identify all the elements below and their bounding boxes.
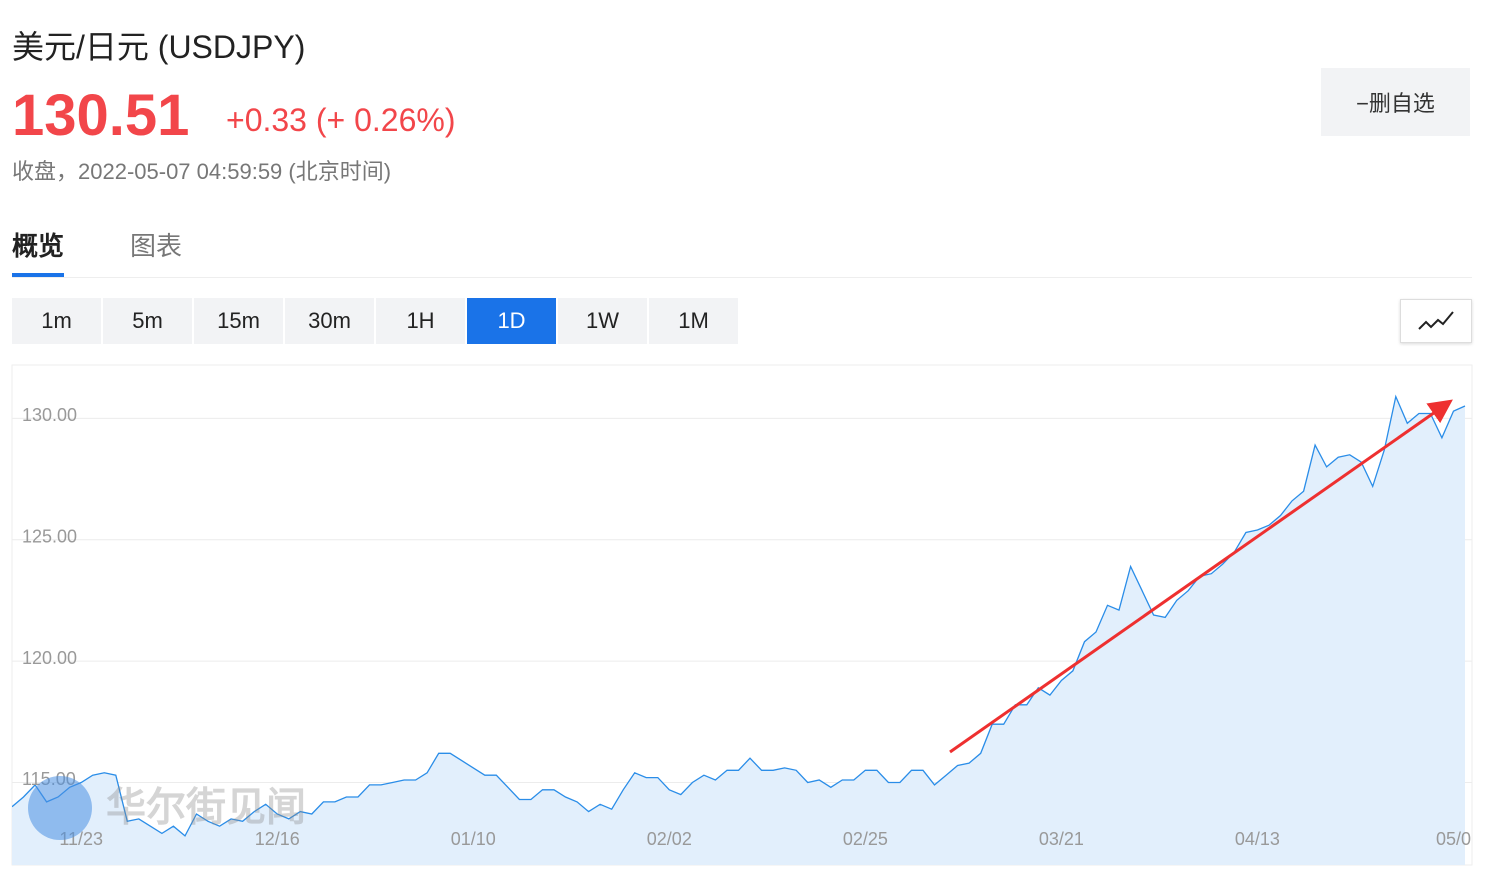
x-tick-label: 01/10: [451, 829, 496, 849]
period-button[interactable]: 1H: [376, 298, 465, 344]
watermark-logo: [28, 776, 92, 840]
period-button[interactable]: 1D: [467, 298, 556, 344]
x-tick-label: 02/02: [647, 829, 692, 849]
watermark: 华尔街见闻: [106, 786, 306, 830]
tab[interactable]: 概览: [12, 231, 65, 261]
y-tick-label: 125.00: [22, 527, 77, 547]
period-button[interactable]: 1M: [649, 298, 738, 344]
period-button[interactable]: 15m: [194, 298, 283, 344]
line-icon: [1418, 311, 1454, 330]
y-tick-label: 120.00: [22, 648, 77, 668]
x-tick-label: 02/25: [843, 829, 888, 849]
period-button[interactable]: 5m: [103, 298, 192, 344]
period-button[interactable]: 1m: [12, 298, 101, 344]
price-change: +0.33 (+ 0.26%): [226, 102, 456, 138]
x-tick-label: 04/13: [1235, 829, 1280, 849]
tab-indicator: [12, 273, 64, 277]
status: 收盘，2022-05-07 04:59:59 (北京时间): [12, 159, 392, 184]
line: [12, 394, 1466, 837]
trend-arrow: [949, 399, 1453, 754]
area: [12, 396, 1465, 865]
x-tick-label: 05/0: [1436, 829, 1471, 849]
chart-type-button[interactable]: [1400, 299, 1472, 343]
period-button[interactable]: 1W: [558, 298, 647, 344]
x-tick-label: 03/21: [1039, 829, 1084, 849]
period-button[interactable]: 30m: [285, 298, 374, 344]
period-bar: 1m 5m 15m 30m 1H 1D 1W 1M: [12, 298, 738, 344]
price: 130.51: [12, 83, 190, 148]
x-tick-label: 12/16: [255, 829, 300, 849]
title: 美元/日元 (USDJPY): [12, 29, 306, 65]
plot-area: [12, 394, 1472, 865]
tab[interactable]: 图表: [130, 231, 183, 261]
divider: [12, 277, 1472, 278]
watchlist-button[interactable]: −删自选: [1321, 68, 1470, 136]
y-tick-label: 130.00: [22, 405, 77, 425]
